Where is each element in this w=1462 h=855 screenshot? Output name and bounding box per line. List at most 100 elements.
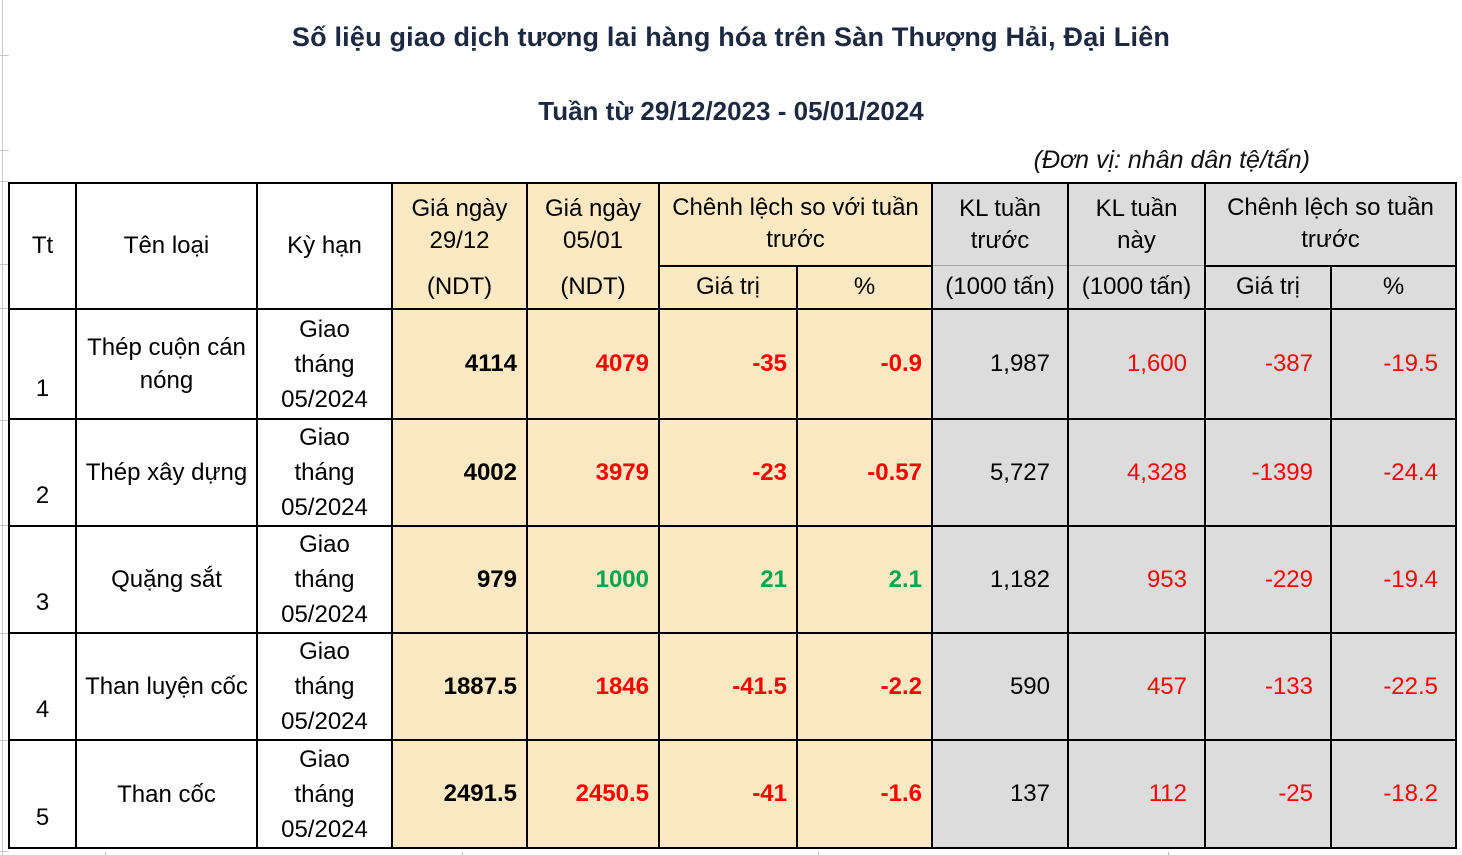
cell-kl-chenh-lech-pct: -19.4 — [1329, 525, 1458, 634]
gridline-stub — [0, 308, 9, 309]
gridline-stub — [0, 633, 9, 634]
cell-chenh-lech-pct: -0.57 — [796, 418, 933, 527]
cell-ky-han: Giao tháng 05/2024 — [256, 308, 393, 420]
cell-chenh-lech-pct: -1.6 — [796, 739, 933, 849]
cell-chenh-lech-pct: -0.9 — [796, 308, 933, 420]
header-tt: Tt — [8, 182, 77, 310]
gridline-stub — [462, 852, 463, 855]
cell-stt: 3 — [8, 525, 77, 634]
subheader-pct-1: % — [796, 264, 933, 311]
header-gia-0501: Giá ngày 05/01 (NDT) — [526, 182, 660, 310]
cell-chenh-lech-gia-tri: -35 — [658, 308, 798, 420]
header-row-1: Tt Tên loại Kỳ hạn Giá ngày 29/12 (NDT) … — [8, 182, 1458, 310]
table-row: 5 Than cốc Giao tháng 05/2024 2491.5 245… — [8, 739, 1458, 849]
cell-chenh-lech-gia-tri: -41 — [658, 739, 798, 849]
header-gia-2912-unit: (NDT) — [426, 272, 493, 300]
table-row: 3 Quặng sắt Giao tháng 05/2024 979 1000 … — [8, 525, 1458, 634]
cell-kl-chenh-lech-gia-tri: -133 — [1204, 632, 1332, 741]
gridline-stub — [0, 525, 9, 526]
cell-kl-chenh-lech-pct: -19.5 — [1329, 308, 1458, 420]
gridline-stub — [818, 852, 819, 855]
cell-gia-2912: 979 — [391, 525, 528, 634]
gridline-stub — [0, 264, 9, 265]
cell-gia-2912: 4114 — [391, 308, 528, 420]
cell-kl-truoc: 590 — [931, 632, 1069, 741]
table-row: 1 Thép cuộn cán nóng Giao tháng 05/2024 … — [8, 308, 1458, 420]
cell-kl-truoc: 5,727 — [931, 418, 1069, 527]
header-gia-2912: Giá ngày 29/12 (NDT) — [391, 182, 528, 310]
cell-ky-han: Giao tháng 05/2024 — [256, 739, 393, 849]
cell-kl-nay: 457 — [1067, 632, 1206, 741]
subheader-gia-tri-2: Giá trị — [1204, 264, 1332, 311]
cell-kl-chenh-lech-pct: -18.2 — [1329, 739, 1458, 849]
gridline-stub — [1168, 852, 1169, 855]
gridline-stub — [0, 851, 9, 852]
header-row-2: Giá trị % Giá trị % — [9, 264, 1458, 311]
cell-kl-nay: 112 — [1067, 739, 1206, 849]
cell-ky-han: Giao tháng 05/2024 — [256, 525, 393, 634]
cell-kl-chenh-lech-pct: -24.4 — [1329, 418, 1458, 527]
cell-kl-chenh-lech-gia-tri: -1399 — [1204, 418, 1332, 527]
cell-kl-chenh-lech-pct: -22.5 — [1329, 632, 1458, 741]
cell-gia-0501: 1846 — [526, 632, 660, 741]
cell-kl-truoc: 137 — [931, 739, 1069, 849]
gridline-stub — [0, 740, 9, 741]
header-kl-nay-split: KL tuần này (1000 tấn) — [1070, 185, 1203, 307]
cell-kl-truoc: 1,182 — [931, 525, 1069, 634]
cell-stt: 4 — [8, 632, 77, 741]
gridline-stub — [105, 852, 106, 855]
cell-stt: 2 — [8, 418, 77, 527]
gridline-stub — [0, 55, 9, 56]
subheader-gia-tri-1: Giá trị — [658, 264, 798, 311]
cell-gia-0501: 3979 — [526, 418, 660, 527]
subheader-pct-2: % — [1329, 264, 1458, 311]
cell-kl-truoc: 1,987 — [931, 308, 1069, 420]
cell-kl-nay: 953 — [1067, 525, 1206, 634]
table-row: 4 Than luyện cốc Giao tháng 05/2024 1887… — [8, 632, 1458, 741]
header-kl-nay-unit: (1000 tấn) — [1081, 273, 1192, 300]
header-kl-nay-label: KL tuần này — [1070, 185, 1203, 266]
gridline-stub — [0, 181, 9, 182]
header-kl-truoc-label: KL tuần trước — [934, 185, 1066, 266]
cell-kl-nay: 1,600 — [1067, 308, 1206, 420]
cell-ten-loai: Than luyện cốc — [75, 632, 258, 741]
cell-chenh-lech-pct: 2.1 — [796, 525, 933, 634]
cell-gia-2912: 4002 — [391, 418, 528, 527]
cell-kl-chenh-lech-gia-tri: -229 — [1204, 525, 1332, 634]
cell-ten-loai: Thép xây dựng — [75, 418, 258, 527]
cell-ky-han: Giao tháng 05/2024 — [256, 632, 393, 741]
cell-kl-chenh-lech-gia-tri: -25 — [1204, 739, 1332, 849]
cell-stt: 1 — [8, 308, 77, 420]
page-subtitle: Tuần từ 29/12/2023 - 05/01/2024 — [538, 96, 924, 126]
cell-chenh-lech-gia-tri: 21 — [658, 525, 798, 634]
cell-kl-nay: 4,328 — [1067, 418, 1206, 527]
cell-gia-2912: 1887.5 — [391, 632, 528, 741]
cell-ky-han: Giao tháng 05/2024 — [256, 418, 393, 527]
cell-gia-0501: 4079 — [526, 308, 660, 420]
cell-gia-0501: 2450.5 — [526, 739, 660, 849]
cell-ten-loai: Than cốc — [75, 739, 258, 849]
table-row: 2 Thép xây dựng Giao tháng 05/2024 4002 … — [8, 418, 1458, 527]
header-gia-0501-unit: (NDT) — [560, 272, 626, 300]
cell-gia-2912: 2491.5 — [391, 739, 528, 849]
header-ky-han: Kỳ hạn — [256, 182, 393, 310]
cell-chenh-lech-gia-tri: -23 — [658, 418, 798, 527]
cell-gia-0501: 1000 — [526, 525, 660, 634]
header-gia-0501-label: Giá ngày 05/01 — [544, 194, 642, 254]
header-kl-truoc-unit: (1000 tấn) — [945, 273, 1055, 300]
cell-stt: 5 — [8, 739, 77, 849]
header-kl-nay: KL tuần này (1000 tấn) — [1067, 182, 1206, 310]
cell-chenh-lech-gia-tri: -41.5 — [658, 632, 798, 741]
header-gia-2912-split: Giá ngày 29/12 (NDT) — [394, 185, 525, 307]
header-kl-truoc-split: KL tuần trước (1000 tấn) — [934, 185, 1066, 307]
header-kl-truoc: KL tuần trước (1000 tấn) — [931, 182, 1069, 310]
header-ten-loai: Tên loại — [75, 182, 258, 310]
cell-ten-loai: Thép cuộn cán nóng — [75, 308, 258, 420]
gridline-stub — [0, 150, 9, 151]
unit-note: (Đơn vị: nhân dân tệ/tấn) — [1033, 146, 1310, 174]
header-chenh-lech-gia: Chênh lệch so với tuần trước — [658, 182, 933, 267]
page-title: Số liệu giao dịch tương lai hàng hóa trê… — [291, 22, 1171, 52]
header-gia-2912-label: Giá ngày 29/12 — [411, 194, 508, 254]
futures-data-table: Tt Tên loại Kỳ hạn Giá ngày 29/12 (NDT) … — [8, 182, 1458, 849]
gridline-stub — [0, 420, 9, 421]
